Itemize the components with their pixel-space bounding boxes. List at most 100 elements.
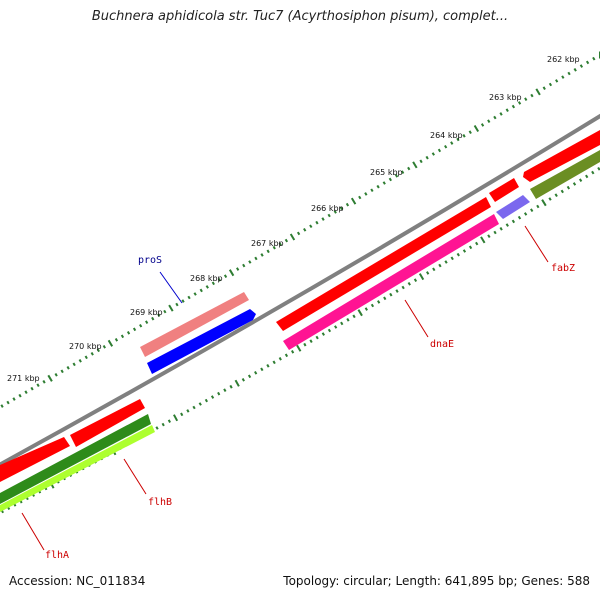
outer-minor-tick [327,213,331,218]
outer-minor-tick [96,348,100,353]
inner-minor-tick [548,197,552,201]
outer-minor-tick [60,369,64,374]
outer-minor-tick [78,359,82,363]
outer-minor-tick [364,192,368,196]
proS-gene-feature[interactable] [147,309,256,374]
outer-minor-tick [163,309,167,314]
flhA-label[interactable]: flhA [45,550,69,561]
fabZ-label[interactable]: fabZ [551,263,575,274]
inner-minor-tick [217,391,221,396]
inner-minor-tick [155,426,159,430]
flhB-label[interactable]: flhB [148,497,172,508]
outer-minor-tick [561,75,565,79]
outer-minor-tick [236,267,240,271]
dnaE-gene-feature[interactable] [283,214,499,350]
outer-minor-tick [223,274,228,278]
outer-minor-tick [530,93,534,98]
inner-minor-tick [291,350,295,354]
outer-minor-tick [493,115,497,120]
inner-minor-tick [210,395,215,399]
outer-minor-tick [54,373,58,377]
outer-minor-tick [151,316,155,321]
outer-major-tick [168,304,174,312]
flhA-leader-line [21,512,45,551]
outer-major-tick [473,124,480,133]
inner-minor-tick [180,412,184,417]
proS-cds-feature[interactable] [140,292,249,357]
outer-minor-tick [12,397,16,401]
flhB-gene-feature[interactable] [0,414,151,504]
inner-minor-tick [334,325,338,329]
tick-label-270: 270 kbp [69,342,102,351]
outer-minor-tick [450,141,454,145]
outer-minor-tick [42,380,46,384]
dnaE-label[interactable]: dnaE [430,339,454,350]
outer-major-tick [412,161,418,169]
inner-minor-tick [254,371,258,375]
inner-minor-tick [204,398,208,403]
inner-minor-tick [578,178,583,182]
outer-minor-tick [444,144,448,149]
flhA-cds-feature[interactable] [0,437,70,482]
inner-minor-tick [198,402,202,406]
inner-minor-tick [462,249,467,253]
outer-minor-tick [567,71,571,76]
outer-minor-tick [345,202,350,207]
tick-label-271: 271 kbp [7,374,40,383]
outer-minor-tick [266,249,270,254]
flhA-gene-feature[interactable] [0,425,155,512]
inner-minor-tick [530,208,534,213]
accession-text: Accession: NC_011834 [9,574,146,588]
inner-minor-tick [499,227,503,231]
outer-minor-tick [145,320,149,324]
fabZ-gene-feature[interactable] [496,195,530,219]
inner-minor-tick [432,267,436,272]
outer-minor-tick [278,242,282,246]
proS-label[interactable]: proS [138,255,162,266]
outer-minor-tick [487,119,491,123]
inner-minor-tick [364,307,368,311]
genome-summary-text: Topology: circular; Length: 641,895 bp; … [283,574,590,588]
outer-minor-tick [431,152,435,156]
flhB-leader-line [123,458,147,495]
inner-minor-tick [309,339,313,343]
inner-minor-tick [536,204,540,209]
outer-minor-tick [419,159,423,164]
outer-minor-tick [456,137,460,142]
tick-label-269: 269 kbp [130,308,163,317]
fabZ-cds-feature[interactable] [489,178,519,202]
flhB-cds-feature[interactable] [70,399,145,447]
upstream-gene-feature[interactable] [530,150,600,199]
outer-minor-tick [24,390,28,394]
tick-label-263: 263 kbp [489,93,522,102]
outer-minor-tick [199,288,203,293]
outer-minor-tick [193,292,197,296]
outer-minor-tick [84,355,88,360]
upstream-cds-feature[interactable] [523,130,600,182]
outer-minor-tick [205,285,209,289]
outer-minor-tick [573,67,577,72]
outer-major-tick [350,197,357,205]
outer-minor-tick [524,97,528,101]
outer-minor-tick [90,352,94,356]
inner-minor-tick [560,189,564,194]
tick-label-267: 267 kbp [251,239,284,248]
inner-minor-tick [468,245,473,250]
outer-minor-tick [542,86,546,90]
inner-minor-tick [413,278,418,282]
outer-minor-tick [480,123,485,127]
outer-minor-tick [401,170,405,174]
outer-minor-tick [499,112,503,116]
reverse-strand-features [0,130,600,512]
outer-minor-tick [548,82,553,87]
inner-minor-tick [192,405,196,410]
dnaE-cds-feature[interactable] [276,197,491,331]
outer-major-tick [47,374,53,382]
outer-minor-tick [36,383,40,387]
inner-minor-tick [340,321,344,326]
outer-minor-tick [120,334,125,339]
outer-minor-tick [157,313,161,317]
outer-minor-tick [425,155,429,160]
outer-minor-tick [585,60,590,65]
